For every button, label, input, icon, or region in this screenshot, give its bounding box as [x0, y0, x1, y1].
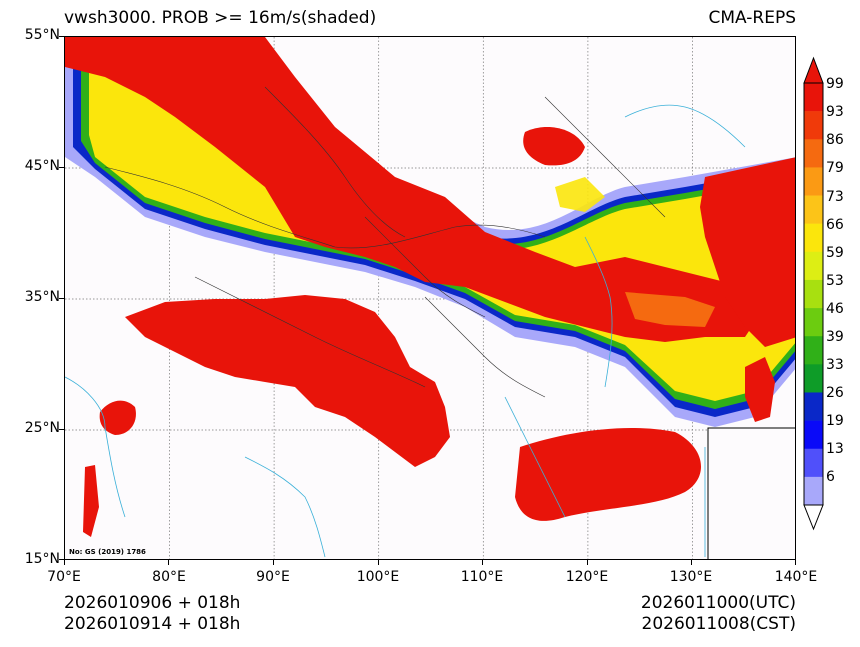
lon-tick	[168, 560, 169, 565]
high-probability-regions	[65, 37, 795, 537]
init-time-cst: 2026010914 + 018h	[64, 614, 241, 634]
colorbar-label: 93	[826, 104, 844, 120]
colorbar-label: 73	[826, 189, 844, 205]
colorbar-label: 66	[826, 217, 844, 233]
coastlines	[65, 104, 746, 558]
lat-label-25: 25°N	[24, 420, 60, 436]
valid-time-utc: 2026011000(UTC)	[640, 593, 796, 613]
lat-tick	[59, 298, 64, 299]
lon-label-100: 100°E	[356, 569, 400, 585]
lat-label-55: 55°N	[24, 27, 60, 43]
chart-title: vwsh3000. PROB >= 16m/s(shaded)	[64, 8, 377, 28]
lon-tick	[587, 560, 588, 565]
colorbar-label: 6	[826, 469, 835, 485]
colorbar-label: 53	[826, 273, 844, 289]
colorbar-cell	[804, 195, 823, 224]
valid-time-block: 2026011000(UTC) 2026011008(CST)	[540, 593, 796, 635]
colorbar-label: 33	[826, 357, 844, 373]
lon-label-140: 140°E	[774, 569, 818, 585]
colorbar-cell	[804, 167, 823, 196]
lon-label-120: 120°E	[565, 569, 609, 585]
colorbar-cell	[804, 364, 823, 393]
colorbar-label: 59	[826, 245, 844, 261]
colorbar-label: 13	[826, 441, 844, 457]
lon-tick	[273, 560, 274, 565]
init-time-block: 2026010906 + 018h 2026010914 + 018h	[64, 593, 240, 635]
lat-tick	[59, 429, 64, 430]
probability-map	[65, 37, 795, 559]
colorbar-frame	[803, 82, 824, 506]
colorbar-cell	[804, 476, 823, 506]
init-time-utc: 2026010906 + 018h	[64, 593, 241, 613]
colorbar-label: 46	[826, 301, 844, 317]
colorbar-cell	[804, 223, 823, 253]
lon-label-90: 90°E	[256, 569, 290, 585]
colorbar-cell	[804, 83, 823, 112]
colorbar-cell	[804, 111, 823, 140]
lon-tick	[378, 560, 379, 565]
colorbar-cell	[804, 279, 823, 309]
colorbar-cell	[804, 308, 823, 337]
lat-tick	[59, 167, 64, 168]
colorbar-label: 19	[826, 413, 844, 429]
admin-borders	[104, 86, 666, 398]
inset-box	[707, 427, 795, 559]
lon-tick	[795, 560, 796, 565]
lon-label-70: 70°E	[47, 569, 81, 585]
lon-label-130: 130°E	[669, 569, 713, 585]
lon-tick	[482, 560, 483, 565]
colorbar-cell	[804, 336, 823, 365]
colorbar-cell	[804, 420, 823, 450]
colorbar-label: 99	[826, 76, 844, 92]
lat-label-15: 15°N	[24, 551, 60, 567]
colorbar-label: 86	[826, 132, 844, 148]
lat-tick	[59, 36, 64, 37]
colorbar-top-arrow	[803, 56, 824, 84]
lon-label-80: 80°E	[152, 569, 186, 585]
colorbar-cell	[804, 251, 823, 281]
colorbar-label: 26	[826, 385, 844, 401]
lat-label-35: 35°N	[24, 289, 60, 305]
model-name: CMA-REPS	[708, 8, 796, 28]
valid-time-cst: 2026011008(CST)	[641, 614, 796, 634]
colorbar-cell	[804, 139, 823, 168]
colorbar-cell	[804, 448, 823, 478]
colorbar-label: 39	[826, 329, 844, 345]
lat-label-45: 45°N	[24, 158, 60, 174]
lon-label-110: 110°E	[460, 569, 504, 585]
map-panel: No: GS (2019) 1786	[64, 36, 796, 560]
colorbar-bottom-arrow	[803, 504, 824, 531]
colorbar	[803, 56, 824, 531]
lon-tick	[64, 560, 65, 565]
colorbar-cell	[804, 392, 823, 421]
map-approval-note: No: GS (2019) 1786	[69, 548, 146, 556]
lon-tick	[691, 560, 692, 565]
colorbar-label: 79	[826, 160, 844, 176]
lat-tick	[59, 559, 64, 560]
